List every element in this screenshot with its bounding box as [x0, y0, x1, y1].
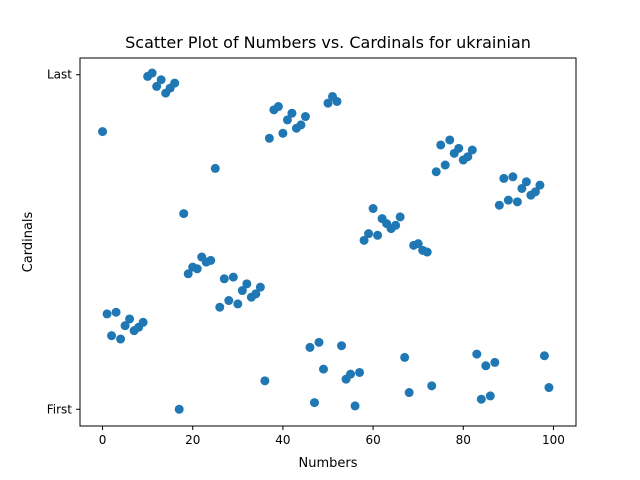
- scatter-point: [237, 286, 247, 296]
- x-tick-label: 100: [542, 433, 565, 447]
- scatter-point: [309, 398, 319, 408]
- scatter-point: [535, 180, 545, 190]
- scatter-point: [530, 187, 540, 197]
- scatter-point: [300, 112, 310, 122]
- scatter-point: [391, 220, 401, 230]
- scatter-point: [260, 376, 270, 386]
- scatter-point: [499, 173, 509, 183]
- scatter-point: [111, 307, 121, 317]
- scatter-point: [355, 367, 365, 377]
- chart-title: Scatter Plot of Numbers vs. Cardinals fo…: [125, 33, 531, 52]
- scatter-point: [413, 239, 423, 249]
- y-axis-label: Cardinals: [21, 211, 36, 272]
- scatter-point: [395, 212, 405, 222]
- scatter-point: [210, 163, 220, 173]
- scatter-point: [422, 247, 432, 257]
- scatter-point: [278, 128, 288, 138]
- scatter-point: [337, 341, 347, 351]
- scatter-point: [467, 145, 477, 155]
- x-tick-label: 0: [99, 433, 107, 447]
- y-tick-label: First: [47, 402, 73, 416]
- scatter-point: [314, 337, 324, 347]
- scatter-point: [273, 102, 283, 112]
- scatter-point: [445, 135, 455, 145]
- scatter-point: [107, 331, 117, 341]
- scatter-point: [264, 133, 274, 143]
- x-tick-label: 80: [456, 433, 471, 447]
- scatter-point: [224, 296, 234, 306]
- x-tick-label: 60: [365, 433, 380, 447]
- scatter-point: [427, 381, 437, 391]
- scatter-point: [350, 401, 360, 411]
- scatter-point: [242, 279, 252, 289]
- scatter-point: [156, 75, 166, 85]
- scatter-point: [233, 299, 243, 309]
- scatter-point: [170, 78, 180, 88]
- scatter-point: [494, 200, 504, 210]
- scatter-point: [359, 235, 369, 245]
- scatter-point: [544, 383, 554, 393]
- scatter-point: [179, 209, 189, 219]
- scatter-point: [318, 364, 328, 374]
- x-axis-ticks: 0 20 40 60 80 100: [99, 426, 565, 447]
- scatter-point: [454, 143, 464, 153]
- scatter-point: [368, 204, 378, 214]
- scatter-point: [102, 309, 112, 319]
- scatter-point: [183, 269, 193, 279]
- scatter-point: [323, 98, 333, 108]
- scatter-point: [373, 230, 383, 240]
- scatter-point: [404, 388, 414, 398]
- x-tick-label: 40: [275, 433, 290, 447]
- scatter-point: [332, 96, 342, 106]
- scatter-point: [282, 115, 292, 125]
- scatter-point: [436, 140, 446, 150]
- scatter-point: [346, 369, 356, 379]
- x-axis-label: Numbers: [299, 456, 358, 471]
- axes-frame: [79, 57, 577, 427]
- y-axis-ticks: First Last: [47, 68, 80, 416]
- scatter-point: [206, 255, 216, 265]
- scatter-point: [521, 177, 531, 187]
- scatter-point: [251, 289, 261, 299]
- scatter-point: [490, 357, 500, 367]
- plot-points: [98, 68, 554, 414]
- scatter-point: [296, 120, 306, 130]
- scatter-point: [147, 68, 157, 78]
- scatter-point: [364, 229, 374, 239]
- scatter-point: [503, 195, 513, 205]
- scatter-point: [400, 352, 410, 362]
- scatter-point: [125, 314, 135, 324]
- scatter-point: [305, 342, 315, 352]
- scatter-point: [98, 127, 108, 137]
- scatter-point: [517, 183, 527, 193]
- scatter-point: [512, 197, 522, 207]
- scatter-point: [431, 167, 441, 177]
- scatter-point: [481, 361, 491, 371]
- scatter-point: [539, 351, 549, 361]
- x-tick-label: 20: [185, 433, 200, 447]
- scatter-point: [287, 108, 297, 118]
- scatter-point: [215, 302, 225, 312]
- scatter-point: [192, 264, 202, 274]
- scatter-point: [152, 81, 162, 91]
- scatter-point: [116, 334, 126, 344]
- y-tick-label: Last: [47, 68, 72, 82]
- scatter-point: [255, 282, 265, 292]
- scatter-point: [476, 394, 486, 404]
- scatter-point: [138, 317, 148, 327]
- scatter-point: [472, 349, 482, 359]
- scatter-point: [219, 274, 229, 284]
- scatter-point: [228, 272, 238, 282]
- scatter-point: [485, 391, 495, 401]
- scatter-point: [120, 321, 130, 331]
- scatter-point: [174, 404, 184, 414]
- scatter-point: [508, 172, 518, 182]
- scatter-point: [440, 160, 450, 170]
- scatter-point: [463, 152, 473, 162]
